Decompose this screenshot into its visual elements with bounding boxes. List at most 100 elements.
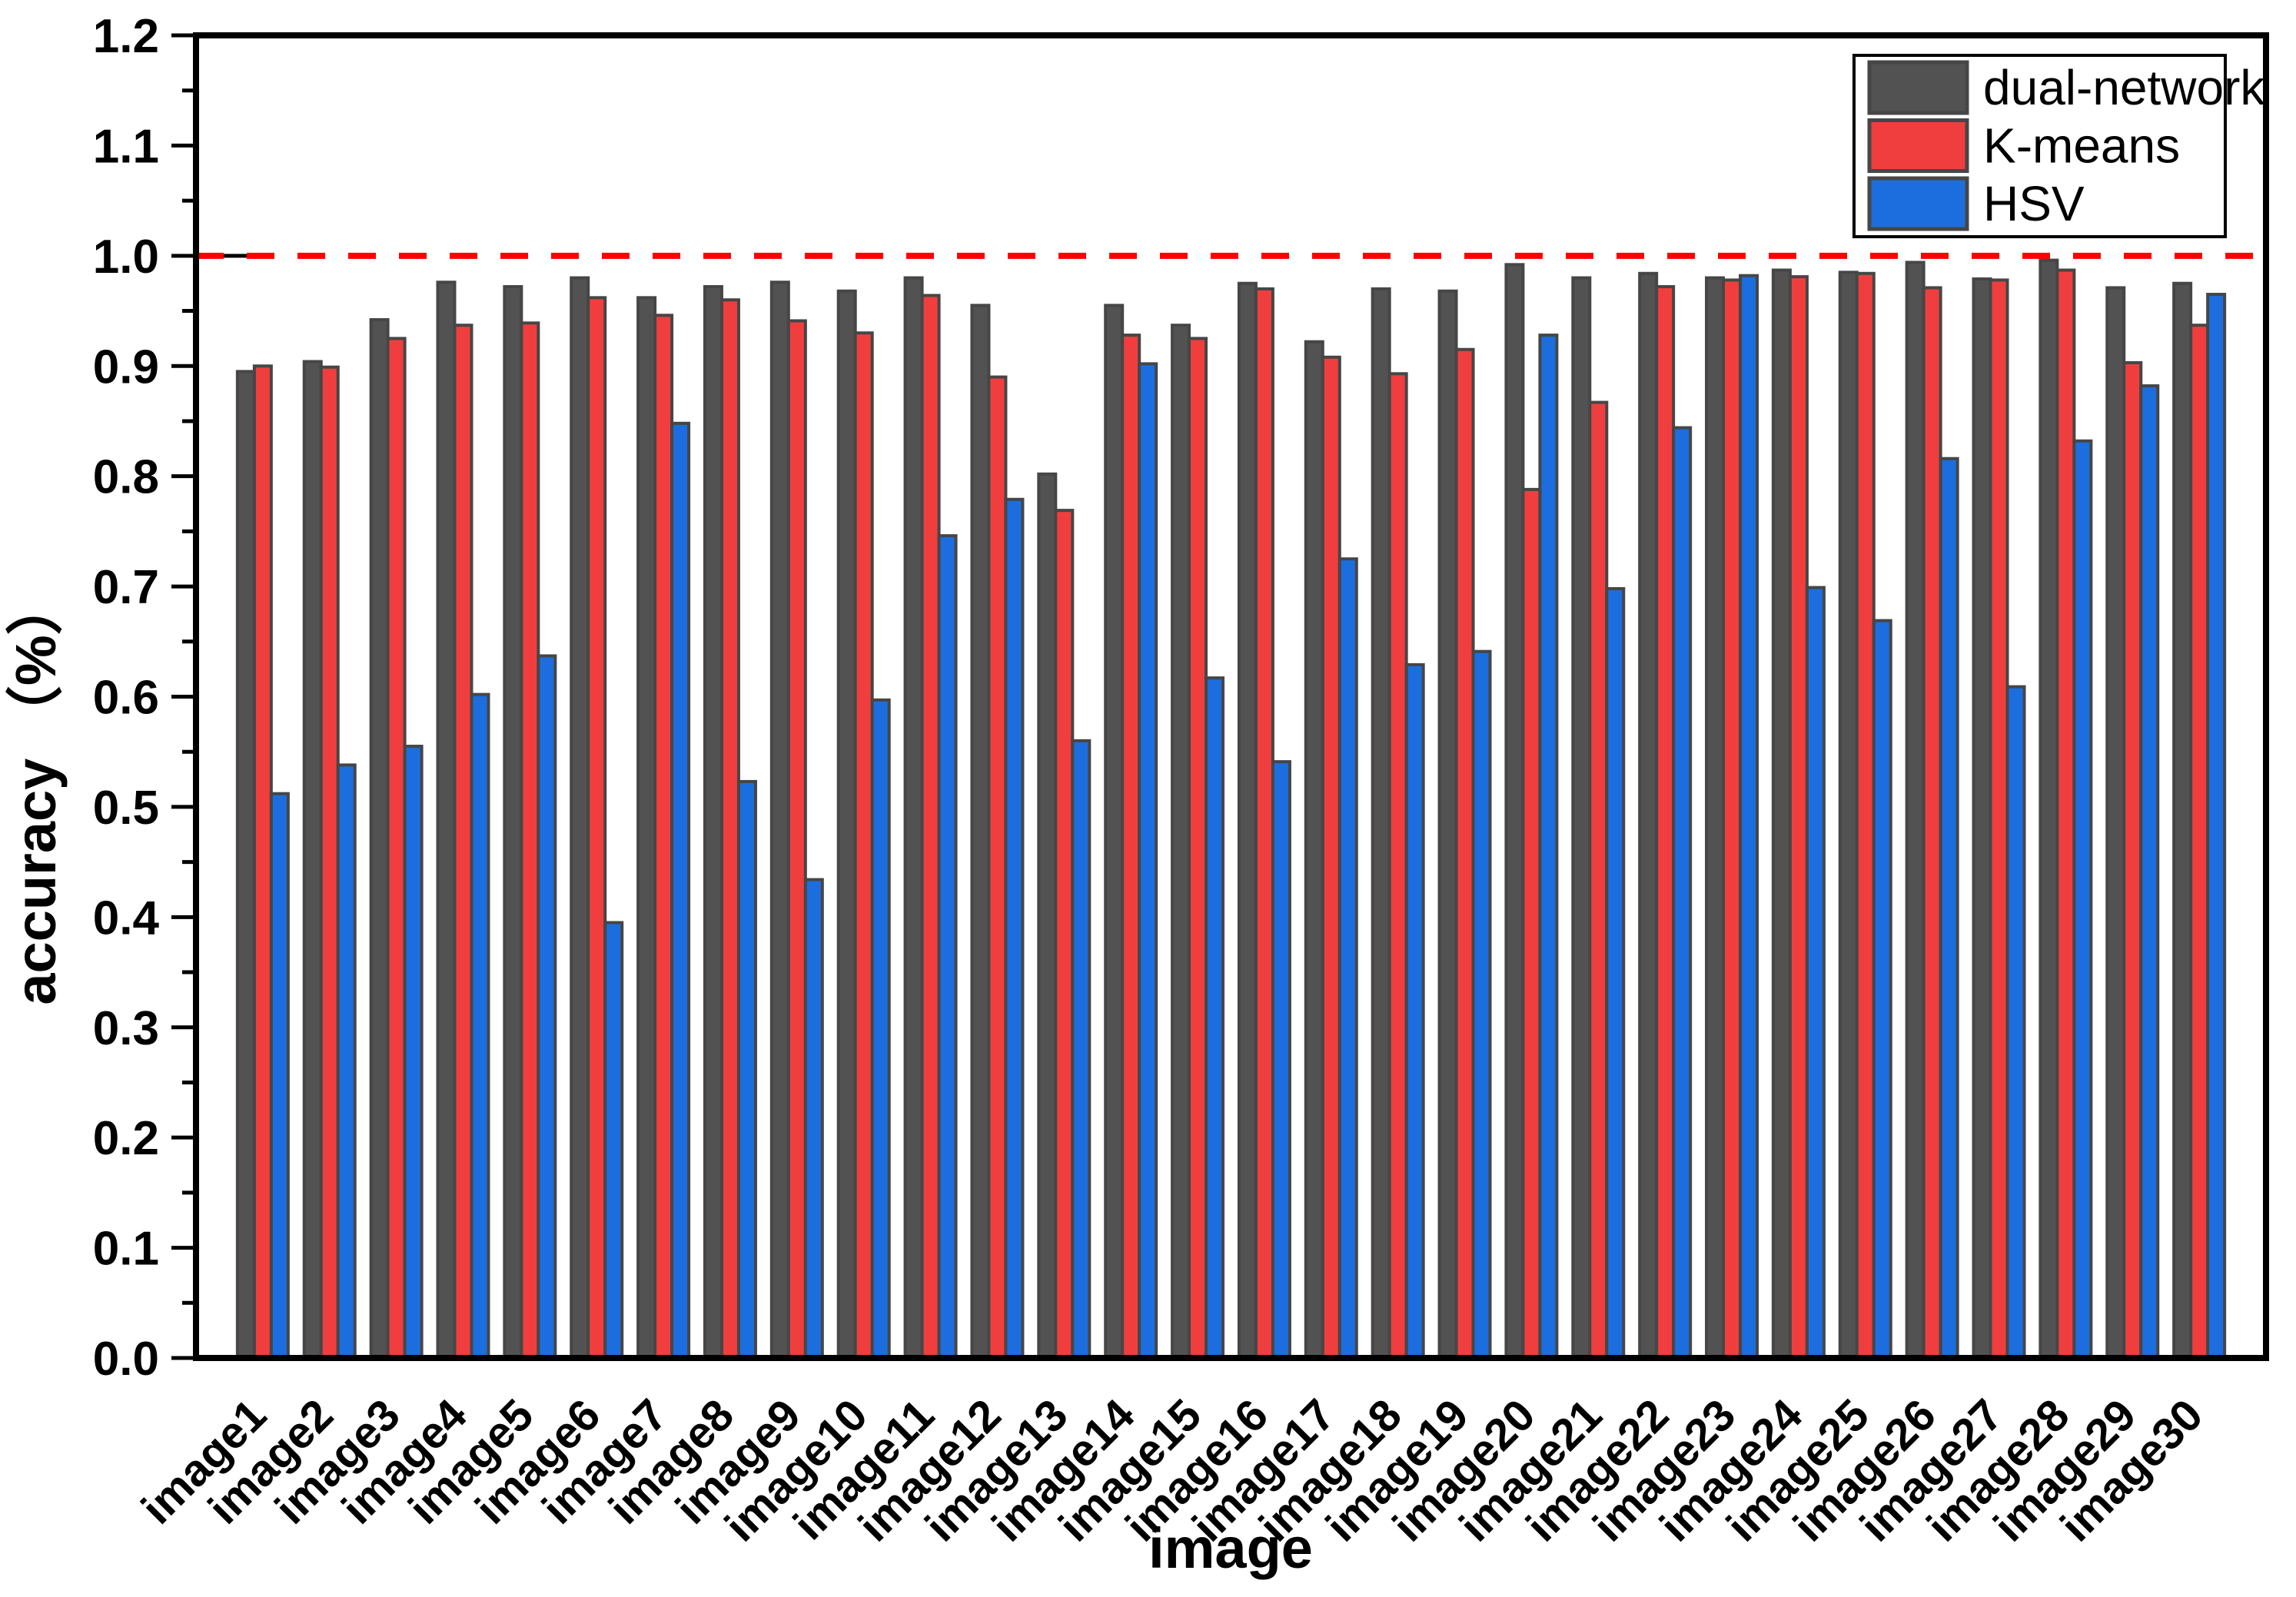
legend-label-dual-network: dual-network (1983, 60, 2265, 115)
bar-image11-HSV (937, 534, 958, 1360)
bar-image18-K-means (1387, 372, 1408, 1360)
bar-image17-dual-network (1304, 340, 1324, 1360)
bar-image2-HSV (336, 763, 357, 1360)
bar-image18-dual-network (1371, 287, 1391, 1360)
bar-image3-K-means (386, 337, 407, 1360)
bar-image4-HSV (470, 692, 490, 1360)
bar-image29-dual-network (2105, 286, 2126, 1360)
bar-image8-K-means (719, 298, 740, 1360)
y-tick-label: 0.0 (93, 1333, 159, 1386)
bar-image11-dual-network (903, 276, 924, 1360)
y-tick-label: 0.3 (93, 1002, 159, 1055)
bars (235, 258, 2227, 1360)
bar-image18-HSV (1404, 662, 1425, 1360)
bar-image7-K-means (653, 314, 674, 1360)
bar-image27-K-means (1989, 278, 2009, 1360)
bar-image10-HSV (870, 698, 891, 1360)
bar-image13-K-means (1054, 509, 1075, 1360)
bar-image26-K-means (1922, 286, 1942, 1360)
bar-image20-HSV (1538, 334, 1559, 1360)
bar-image25-K-means (1855, 271, 1876, 1360)
bar-image12-K-means (987, 375, 1008, 1360)
bar-image14-HSV (1138, 362, 1158, 1360)
bar-image23-HSV (1739, 274, 1759, 1360)
bar-image24-K-means (1788, 275, 1809, 1360)
bar-image5-K-means (520, 321, 540, 1360)
bar-image1-K-means (252, 364, 273, 1360)
bar-image28-K-means (2055, 268, 2076, 1360)
y-tick-label: 0.1 (93, 1223, 159, 1276)
bar-image28-dual-network (2038, 258, 2059, 1360)
y-tick-label: 0.9 (93, 340, 159, 393)
legend-swatch-dual-network (1867, 60, 1969, 115)
bar-image19-K-means (1454, 347, 1475, 1360)
y-tick-label: 1.0 (93, 231, 159, 284)
bar-image30-HSV (2206, 293, 2227, 1360)
bar-image8-HSV (736, 779, 757, 1360)
bar-image8-dual-network (703, 284, 723, 1360)
bar-image6-dual-network (570, 276, 590, 1360)
bar-image21-dual-network (1571, 276, 1592, 1360)
bar-image21-HSV (1605, 586, 1626, 1360)
y-axis-tick-labels: 0.0 0.1 0.2 0.3 0.4 0.5 0.6 0.7 0.8 0.9 1.0 1.1 1.2 (93, 10, 160, 1386)
bar-image1-HSV (269, 792, 290, 1360)
bar-image9-K-means (786, 319, 807, 1360)
legend-label-K-means: K-means (1983, 118, 2180, 174)
bar-image23-K-means (1722, 278, 1743, 1360)
bar-image16-HSV (1271, 760, 1291, 1360)
bar-image12-dual-network (970, 304, 991, 1360)
bar-image22-HSV (1672, 426, 1693, 1360)
bar-image10-dual-network (836, 289, 857, 1360)
bar-image12-HSV (1004, 497, 1025, 1360)
bar-image21-K-means (1588, 400, 1609, 1360)
legend-swatch-HSV (1867, 176, 1969, 231)
bar-image22-K-means (1655, 284, 1676, 1360)
y-tick-label: 1.2 (93, 10, 159, 63)
bar-image10-K-means (853, 331, 874, 1360)
bar-image16-K-means (1254, 287, 1274, 1360)
bar-image3-HSV (403, 745, 424, 1360)
bar-image17-K-means (1321, 355, 1341, 1360)
bar-image7-HSV (670, 421, 691, 1360)
bar-image22-dual-network (1638, 271, 1659, 1360)
bar-image15-dual-network (1171, 324, 1191, 1360)
y-tick-label: 0.5 (93, 782, 159, 835)
legend-swatch-K-means (1867, 118, 1969, 173)
bar-image20-dual-network (1504, 263, 1525, 1360)
bar-image29-HSV (2139, 384, 2160, 1360)
bar-image3-dual-network (369, 318, 390, 1360)
bar-image4-K-means (453, 324, 473, 1360)
y-tick-label: 0.4 (93, 891, 160, 945)
bar-image20-K-means (1521, 487, 1542, 1360)
bar-image13-dual-network (1037, 472, 1058, 1360)
y-tick-label: 0.6 (93, 672, 159, 725)
bar-image2-dual-network (302, 360, 323, 1360)
y-axis-title: accuracy （%） (4, 578, 68, 1004)
bar-image27-HSV (2005, 685, 2026, 1360)
legend-label-HSV: HSV (1983, 176, 2085, 231)
bar-image13-HSV (1071, 739, 1092, 1360)
bar-image19-HSV (1471, 649, 1492, 1360)
bar-image19-dual-network (1437, 289, 1458, 1360)
x-axis-title: image (1148, 1516, 1313, 1580)
bar-image2-K-means (319, 365, 340, 1360)
bar-image24-dual-network (1771, 268, 1792, 1360)
bar-image29-K-means (2122, 360, 2143, 1360)
bar-image26-HSV (1939, 457, 1959, 1360)
plot-border (193, 32, 2269, 1361)
bar-image9-dual-network (769, 281, 790, 1360)
bar-image23-dual-network (1705, 276, 1726, 1360)
y-tick-label: 0.7 (93, 561, 159, 614)
bar-image24-HSV (1805, 586, 1826, 1360)
bar-image25-dual-network (1838, 271, 1859, 1360)
bar-image27-dual-network (1972, 277, 1992, 1360)
y-tick-label: 0.2 (93, 1112, 159, 1165)
bar-image28-HSV (2072, 439, 2093, 1360)
bar-image4-dual-network (436, 281, 457, 1360)
bar-image11-K-means (920, 294, 941, 1360)
bar-image16-dual-network (1237, 281, 1258, 1360)
y-tick-label: 1.1 (93, 120, 159, 173)
